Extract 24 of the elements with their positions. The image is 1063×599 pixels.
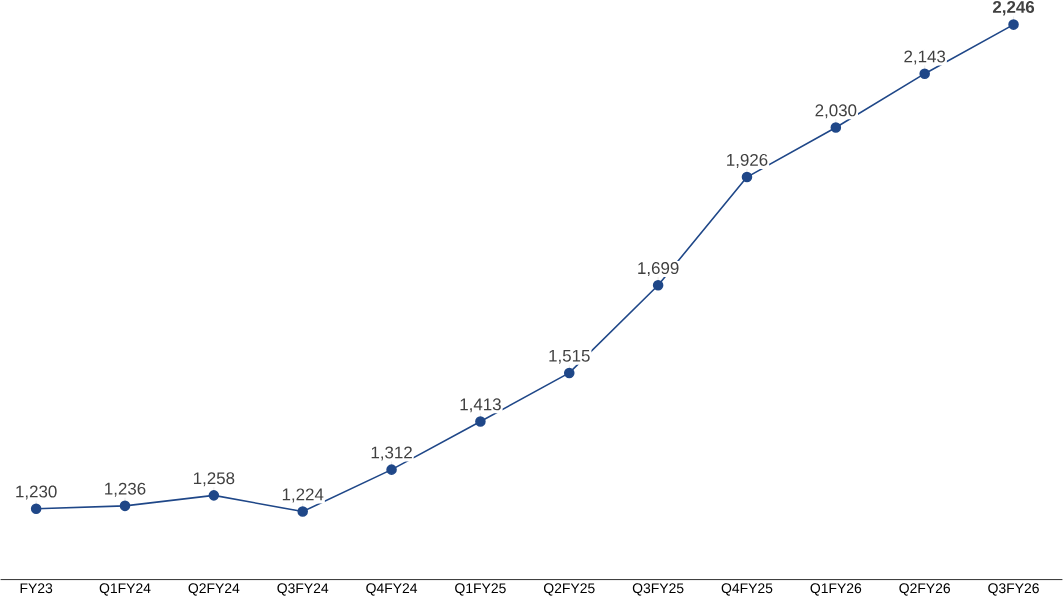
data-label: 1,926	[727, 153, 768, 168]
data-label: 1,230	[16, 485, 57, 500]
data-label: 1,699	[638, 262, 679, 277]
data-label: 1,312	[371, 446, 412, 461]
x-tick-label: Q2FY24	[188, 583, 240, 596]
data-label: 2,143	[904, 50, 946, 65]
data-label: 1,236	[105, 482, 146, 497]
x-tick-label: Q1FY26	[810, 583, 862, 596]
x-tick-label: Q4FY25	[721, 583, 773, 596]
data-label: 1,413	[460, 398, 501, 413]
data-label: 2,030	[815, 104, 857, 119]
x-tick-label: Q3FY24	[277, 583, 329, 596]
x-tick-label: Q2FY26	[899, 583, 951, 596]
x-tick-label: Q2FY25	[543, 583, 595, 596]
x-tick-label: FY23	[20, 583, 53, 594]
x-tick-label: Q3FY26	[988, 583, 1039, 596]
x-tick-label: Q1FY25	[455, 583, 506, 596]
x-tick-label: Q1FY24	[99, 583, 151, 596]
data-label: 1,258	[193, 472, 235, 487]
x-tick-label: Q4FY24	[366, 583, 418, 596]
data-label: 2,246	[992, 1, 1035, 16]
data-label: 1,515	[549, 349, 590, 364]
data-label: 1,224	[282, 488, 324, 503]
x-tick-label: Q3FY25	[632, 583, 684, 596]
